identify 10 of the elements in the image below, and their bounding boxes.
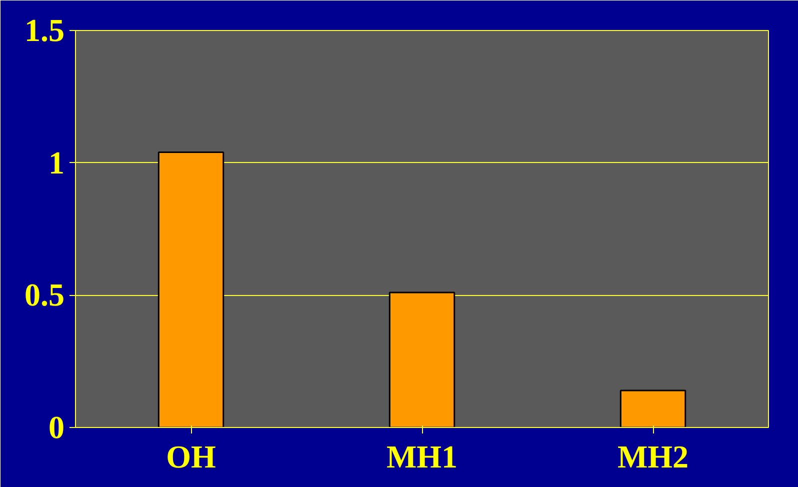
y-tick-label: 1 [48, 144, 64, 180]
bar [388, 292, 456, 428]
bar [158, 151, 224, 428]
y-tick-label: 0.5 [24, 276, 64, 313]
y-tick-label: 0 [48, 409, 64, 445]
x-tick-label: OH [166, 438, 216, 474]
bar [620, 390, 686, 428]
x-tick-label: MH1 [386, 438, 458, 474]
x-tick-label: MH2 [617, 438, 689, 474]
y-tick-label: 1.5 [24, 12, 64, 48]
